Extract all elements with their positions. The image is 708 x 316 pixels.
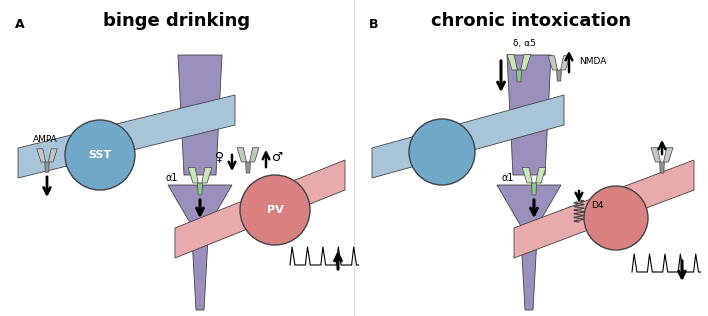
Text: B: B bbox=[369, 18, 379, 31]
Text: AMPA: AMPA bbox=[33, 135, 57, 144]
Circle shape bbox=[409, 119, 475, 185]
Text: ♂: ♂ bbox=[273, 150, 284, 163]
Polygon shape bbox=[188, 167, 198, 183]
Polygon shape bbox=[651, 148, 661, 162]
Polygon shape bbox=[521, 238, 537, 310]
Polygon shape bbox=[536, 167, 546, 183]
Polygon shape bbox=[178, 55, 222, 175]
Polygon shape bbox=[520, 55, 531, 70]
Polygon shape bbox=[660, 162, 664, 173]
Polygon shape bbox=[18, 95, 235, 178]
Text: D4: D4 bbox=[591, 200, 603, 210]
Polygon shape bbox=[516, 70, 522, 82]
Text: binge drinking: binge drinking bbox=[103, 12, 251, 30]
Polygon shape bbox=[45, 162, 49, 172]
Polygon shape bbox=[663, 148, 673, 162]
Polygon shape bbox=[237, 148, 246, 162]
Polygon shape bbox=[246, 162, 251, 173]
Polygon shape bbox=[507, 55, 518, 70]
Polygon shape bbox=[556, 70, 561, 81]
Text: α1: α1 bbox=[501, 173, 514, 183]
Text: ♀: ♀ bbox=[215, 150, 224, 163]
Text: NMDA: NMDA bbox=[579, 58, 606, 66]
Text: chronic intoxication: chronic intoxication bbox=[431, 12, 631, 30]
Text: α1: α1 bbox=[166, 173, 178, 183]
Polygon shape bbox=[561, 56, 570, 70]
Polygon shape bbox=[37, 149, 45, 162]
Polygon shape bbox=[192, 238, 208, 310]
Circle shape bbox=[584, 186, 648, 250]
Polygon shape bbox=[175, 160, 345, 258]
Polygon shape bbox=[497, 185, 561, 240]
Text: A: A bbox=[15, 18, 25, 31]
Text: PV: PV bbox=[267, 205, 283, 215]
Circle shape bbox=[65, 120, 135, 190]
Polygon shape bbox=[48, 149, 57, 162]
Text: SST: SST bbox=[88, 150, 112, 160]
Text: δ, α5: δ, α5 bbox=[513, 39, 535, 48]
Polygon shape bbox=[249, 148, 259, 162]
Polygon shape bbox=[532, 183, 537, 195]
Polygon shape bbox=[522, 167, 532, 183]
Polygon shape bbox=[168, 185, 232, 240]
Polygon shape bbox=[202, 167, 212, 183]
Circle shape bbox=[240, 175, 310, 245]
Polygon shape bbox=[507, 55, 551, 175]
Polygon shape bbox=[514, 160, 694, 258]
Polygon shape bbox=[548, 56, 557, 70]
Polygon shape bbox=[198, 183, 202, 195]
Polygon shape bbox=[372, 95, 564, 178]
